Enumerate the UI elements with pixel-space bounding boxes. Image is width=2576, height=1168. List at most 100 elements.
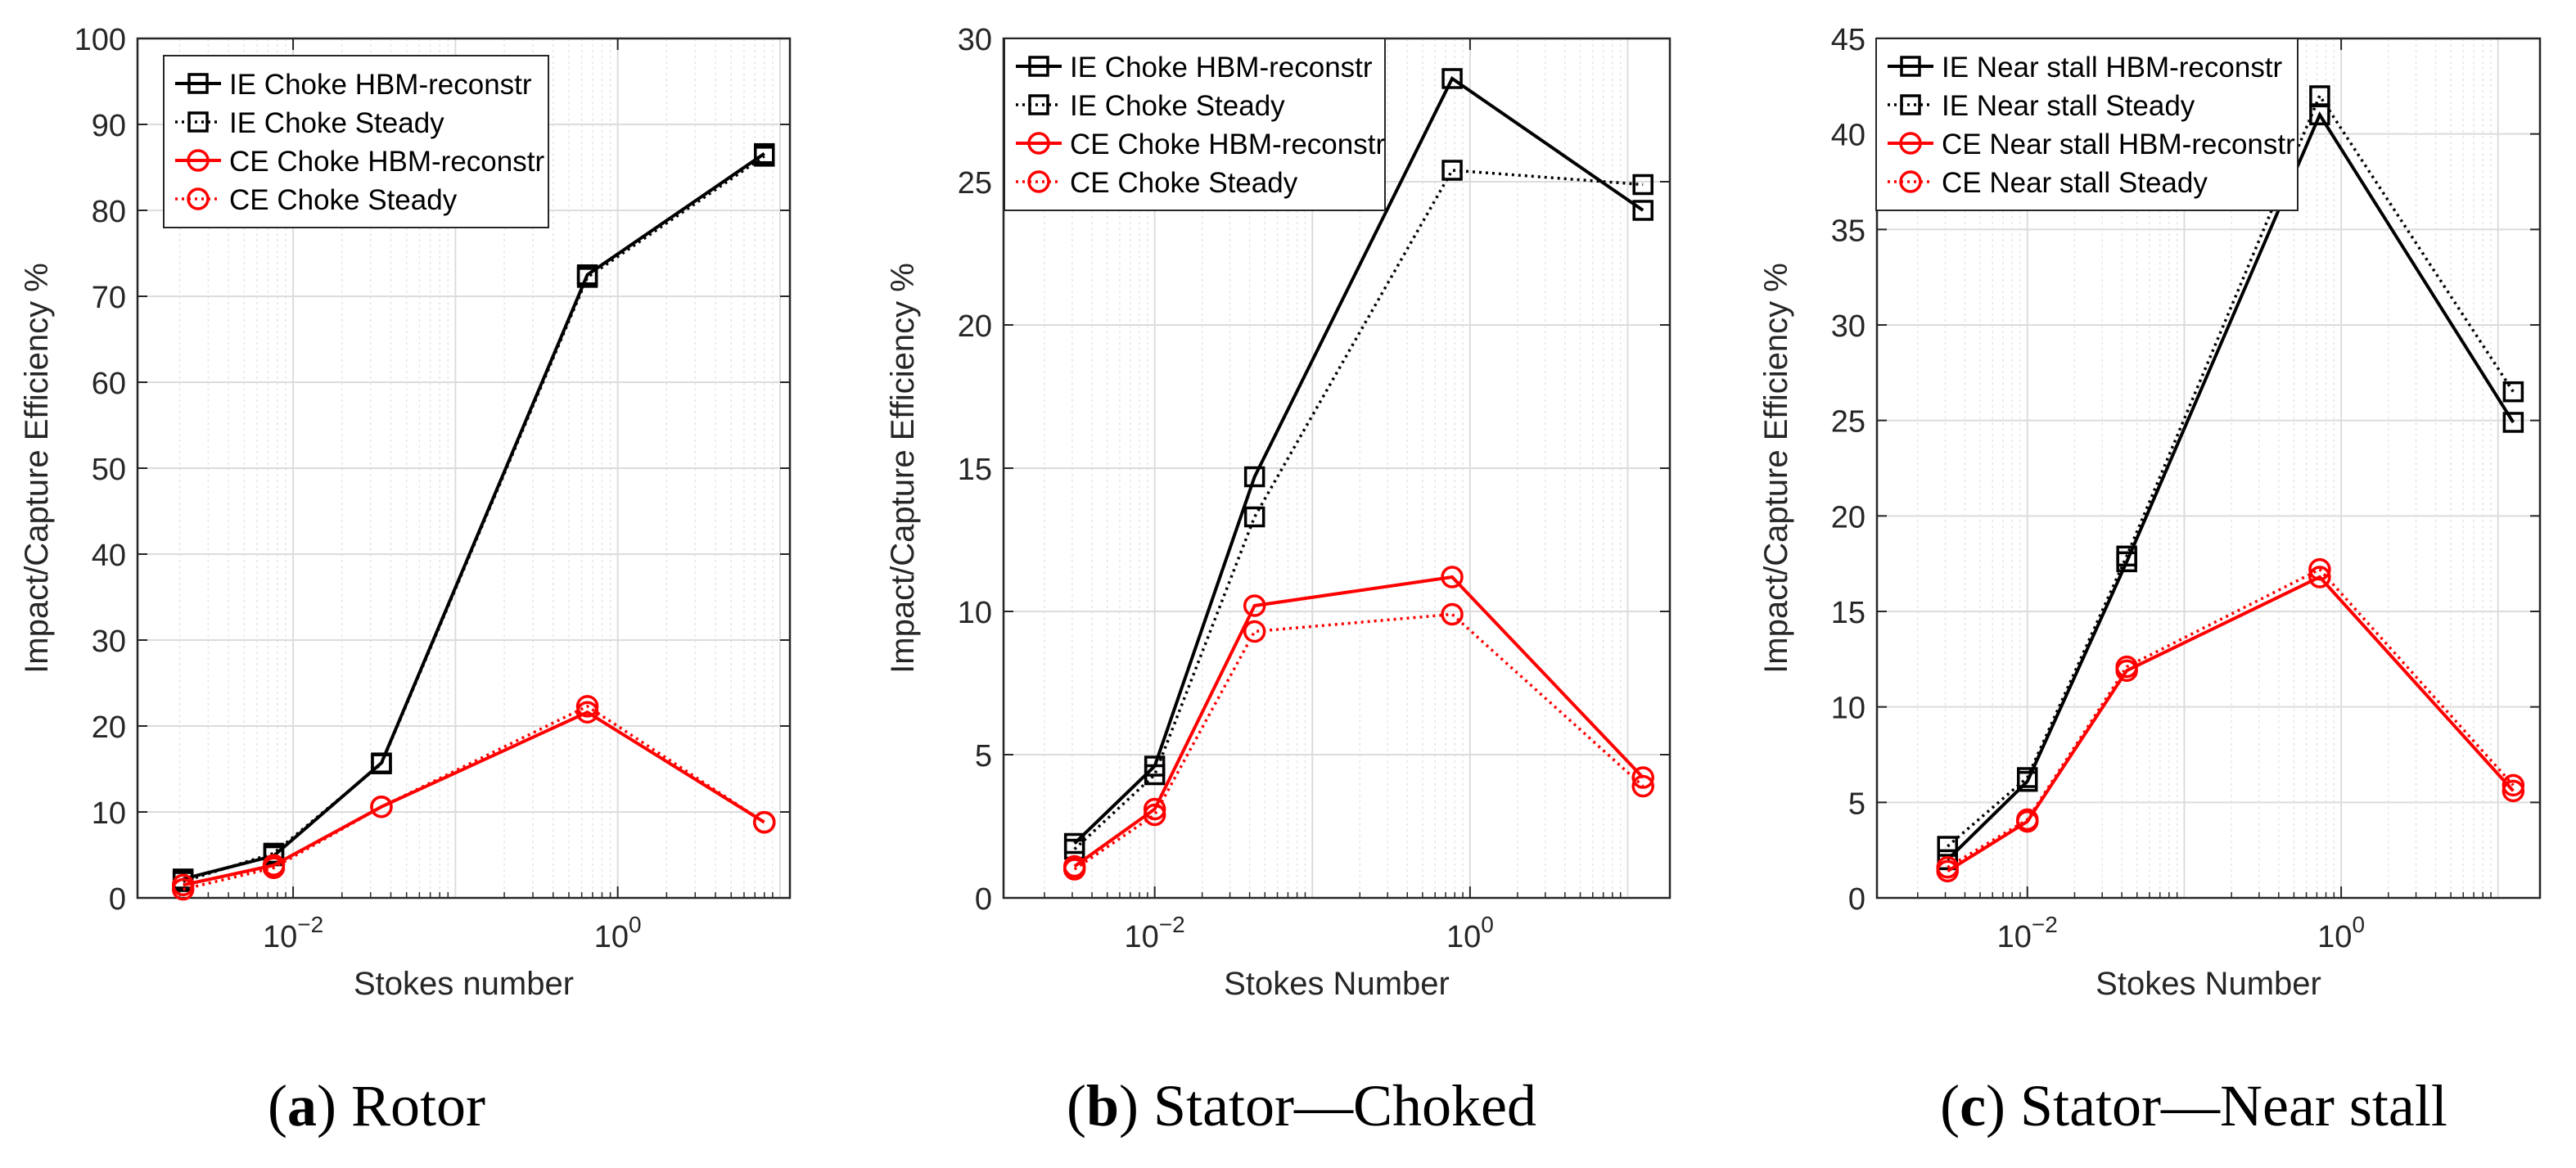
data-point: [2309, 85, 2330, 106]
y-tick-label: 10: [1831, 692, 1865, 726]
series-line: [1947, 575, 2515, 873]
data-point: [576, 267, 598, 288]
legend: IE Choke HBM-reconstr IE Choke Steady CE C…: [1004, 38, 1386, 211]
y-tick-label: 15: [958, 453, 992, 487]
data-point: [1243, 594, 1266, 617]
x-axis-label: Stokes number: [354, 966, 574, 1002]
y-tick-label: 25: [1831, 405, 1865, 440]
legend-box: [1875, 38, 2299, 211]
series-3: [1062, 602, 1654, 881]
data-point: [2308, 566, 2331, 589]
y-tick-label: 90: [92, 109, 126, 143]
y-tick-label: 50: [92, 453, 126, 487]
y-tick-label: 25: [958, 166, 992, 201]
legend-label: IE Choke Steady: [229, 107, 444, 139]
y-tick-label: 5: [975, 739, 992, 773]
subplot-b: 0 5 10 15 20 25 30 10−2 100 Stokes Number Impact/C…: [885, 23, 1671, 1002]
series-line: [1947, 92, 2515, 848]
data-point: [1243, 620, 1266, 643]
legend: IE Choke HBM-reconstr IE Choke Steady CE C…: [163, 55, 549, 228]
y-tick-label: 10: [958, 596, 992, 630]
x-tick-label: 10−2: [1997, 912, 2058, 954]
data-point: [1243, 506, 1265, 528]
series-line: [1073, 169, 1644, 850]
legend-label: IE Near stall HBM-reconstr: [1942, 52, 2283, 83]
data-point: [171, 877, 195, 901]
legend-marker: [1028, 94, 1049, 115]
legend-marker: [187, 187, 210, 210]
data-point: [1937, 849, 1959, 871]
subplot-c: 0 5 10 15 20 25 30 35 40 45 10−2 100 Stokes Number Im…: [1758, 23, 2542, 1002]
data-point: [575, 695, 599, 718]
caption-text: Stator—Choked: [1153, 1073, 1536, 1139]
y-tick-label: 40: [92, 539, 126, 573]
legend-label: CE Choke Steady: [1070, 167, 1298, 199]
caption-c: (c) Stator—Near stall: [1940, 1073, 2447, 1139]
data-point: [1631, 774, 1654, 798]
data-point: [752, 810, 776, 834]
data-point: [262, 856, 286, 879]
y-tick-label: 30: [1831, 309, 1865, 344]
legend-box: [163, 55, 549, 228]
y-tick-label: 20: [92, 710, 126, 745]
data-point: [1632, 200, 1653, 221]
data-point: [263, 842, 285, 864]
data-point: [1143, 803, 1166, 827]
x-tick-label: 100: [1446, 912, 1494, 954]
data-point: [1441, 68, 1463, 89]
legend-label: IE Near stall Steady: [1942, 90, 2195, 122]
y-tick-label: 30: [92, 625, 126, 659]
legend-label: CE Choke HBM-reconstr: [229, 146, 544, 178]
data-point: [1632, 174, 1653, 196]
caption-a: (a) Rotor: [268, 1073, 485, 1139]
series-3: [171, 695, 776, 901]
series-3: [1936, 557, 2525, 879]
data-point: [2502, 381, 2524, 403]
y-tick-label: 45: [1831, 23, 1865, 57]
data-point: [1441, 602, 1464, 626]
legend-box: [1004, 38, 1386, 211]
legend-marker: [1899, 132, 1922, 155]
y-tick-label: 30: [958, 23, 992, 57]
legend-marker: [1027, 170, 1050, 193]
x-tick-label: 100: [594, 912, 642, 954]
caption-text: Stator—Near stall: [2020, 1073, 2447, 1139]
data-point: [2502, 779, 2525, 803]
data-point: [2015, 808, 2039, 832]
y-tick-label: 15: [1831, 596, 1865, 630]
y-tick-label: 20: [1831, 500, 1865, 534]
y-tick-label: 100: [74, 23, 126, 57]
y-tick-label: 80: [92, 195, 126, 229]
legend-marker: [1027, 132, 1050, 155]
data-point: [1937, 836, 1959, 857]
caption-b: (b) Stator—Choked: [1067, 1073, 1536, 1139]
data-point: [2502, 412, 2524, 433]
legend-marker: [1900, 56, 1921, 77]
y-tick-label: 60: [92, 367, 126, 401]
data-point: [1936, 855, 1960, 879]
x-axis-label: Stokes Number: [1224, 966, 1450, 1002]
caption-letter: c: [1960, 1073, 1987, 1139]
legend-marker: [1899, 170, 1922, 193]
series-line: [183, 152, 765, 881]
data-point: [753, 146, 775, 167]
data-point: [370, 795, 393, 819]
data-point: [2308, 557, 2331, 581]
axes-box: [136, 37, 792, 900]
data-point: [2502, 773, 2525, 797]
subplot-a: 0 10 20 30 40 50 60 70 80 90 100 10−2 100 Stokes numb…: [19, 23, 792, 1002]
y-tick-label: 0: [975, 882, 992, 917]
caption-letter: a: [286, 1073, 317, 1139]
caption-letter: b: [1085, 1073, 1120, 1139]
series-line: [1073, 575, 1644, 868]
data-point: [2116, 545, 2137, 567]
y-tick-label: 0: [1848, 882, 1865, 917]
y-tick-label: 40: [1831, 119, 1865, 153]
data-point: [1144, 764, 1166, 786]
data-point: [371, 753, 392, 774]
data-point: [2016, 767, 2038, 788]
x-tick-label: 100: [2317, 912, 2365, 954]
x-tick-label: 10−2: [263, 912, 323, 954]
